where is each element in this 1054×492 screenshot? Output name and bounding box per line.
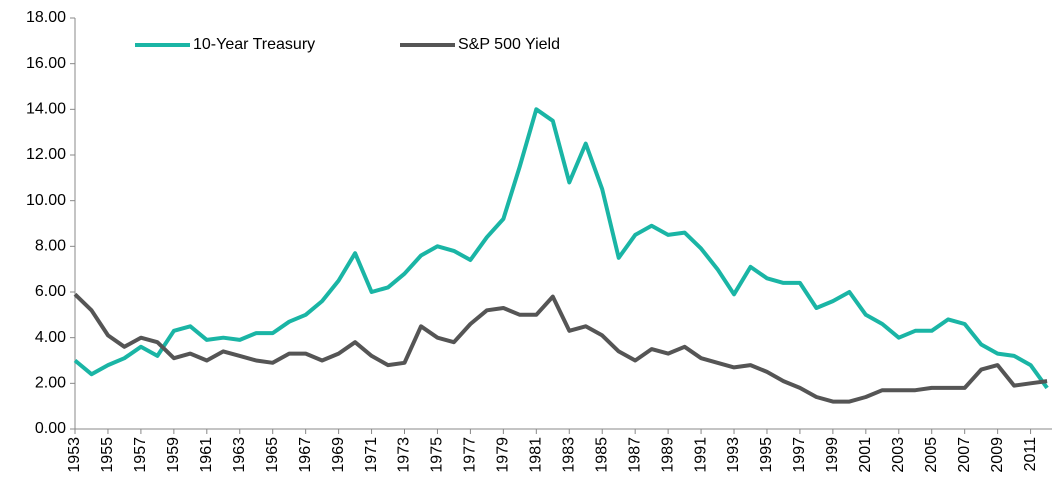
x-tick-label: 2011: [1022, 437, 1039, 472]
x-tick-label: 1959: [165, 437, 182, 473]
x-tick-label: 1961: [198, 437, 215, 473]
x-tick-label: 1991: [692, 437, 709, 473]
series-line: [73, 292, 1048, 404]
y-tick-label: 8.00: [35, 238, 66, 255]
y-tick-label: 2.00: [35, 375, 66, 392]
x-tick-label: 1987: [626, 437, 643, 473]
x-tick-label: 1975: [429, 437, 446, 473]
x-tick-label: 1993: [725, 437, 742, 473]
legend-label: S&P 500 Yield: [458, 36, 560, 53]
y-tick-label: 14.00: [26, 101, 66, 118]
x-tick-label: 2009: [989, 437, 1006, 473]
series-line: [73, 107, 1049, 390]
x-tick-label: 1971: [363, 437, 380, 473]
x-tick-label: 2005: [923, 437, 940, 473]
x-tick-label: 2007: [956, 437, 973, 473]
y-tick-label: 6.00: [35, 283, 66, 300]
x-tick-label: 1973: [396, 437, 413, 473]
x-tick-label: 1965: [264, 437, 281, 473]
x-tick-label: 1963: [231, 437, 248, 473]
x-tick-label: 1955: [99, 437, 116, 473]
x-tick-label: 1957: [132, 437, 149, 473]
x-tick-label: 1953: [66, 437, 83, 473]
x-tick-label: 1983: [560, 437, 577, 473]
x-tick-label: 1967: [297, 437, 314, 473]
y-tick-label: 0.00: [35, 420, 66, 437]
x-tick-label: 1979: [495, 437, 512, 473]
x-tick-label: 2003: [890, 437, 907, 473]
x-tick-label: 1989: [659, 437, 676, 473]
x-tick-label: 1985: [593, 437, 610, 473]
y-tick-label: 18.00: [26, 9, 66, 26]
x-tick-label: 1999: [824, 437, 841, 473]
x-tick-label: 2001: [857, 437, 874, 473]
y-tick-label: 16.00: [26, 55, 66, 72]
x-tick-label: 1997: [791, 437, 808, 473]
y-tick-label: 4.00: [35, 329, 66, 346]
legend-label: 10-Year Treasury: [193, 36, 315, 53]
y-tick-label: 10.00: [26, 192, 66, 209]
y-tick-label: 12.00: [26, 146, 66, 163]
x-tick-label: 1969: [330, 437, 347, 473]
x-tick-label: 1977: [462, 437, 479, 473]
x-tick-label: 1995: [758, 437, 775, 473]
x-tick-label: 1981: [528, 437, 545, 473]
